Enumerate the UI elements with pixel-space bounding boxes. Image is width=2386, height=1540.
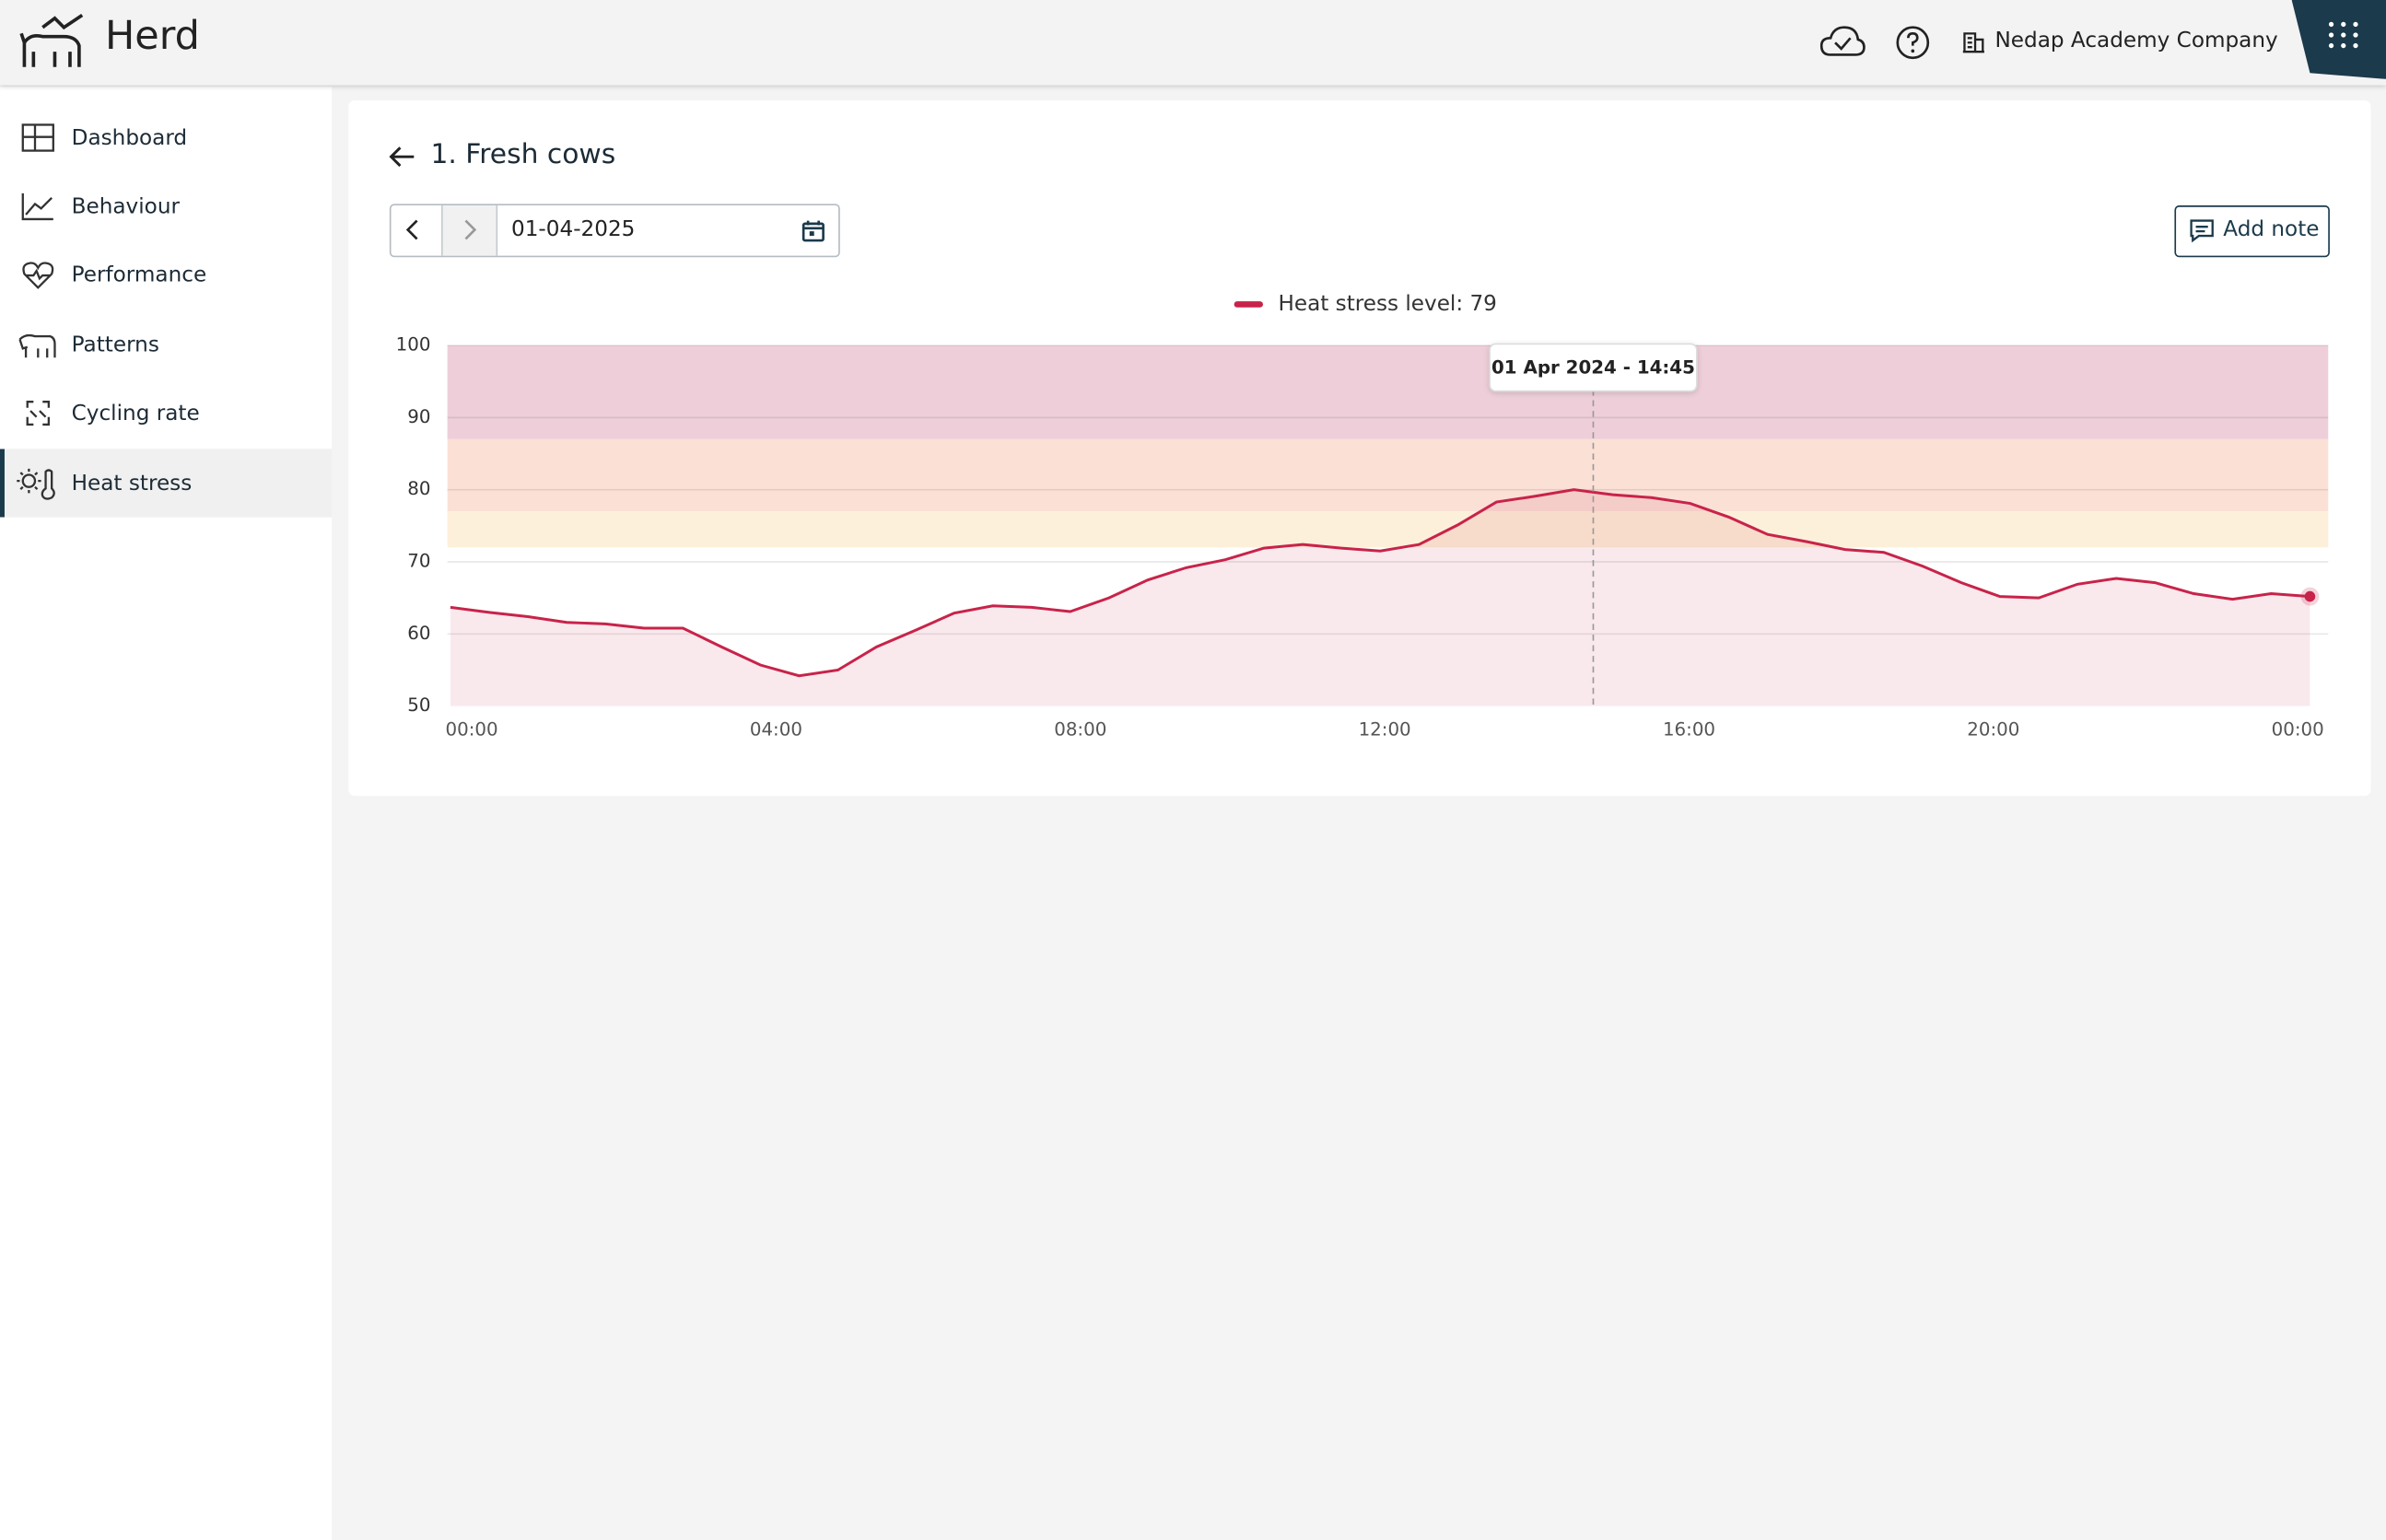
header: Herd Nedap Academy Company	[0, 0, 2386, 86]
app-name: Herd	[104, 13, 200, 60]
help-icon[interactable]	[1894, 24, 1931, 61]
date-input[interactable]: 01-04-2025	[511, 217, 636, 242]
nav-icon	[22, 261, 54, 289]
company-name[interactable]: Nedap Academy Company	[1994, 29, 2278, 53]
nav-label: Behaviour	[71, 193, 180, 219]
nav-icon	[21, 192, 53, 220]
next-day-button[interactable]	[441, 205, 498, 256]
prev-day-button[interactable]	[402, 217, 426, 241]
page-title: 1. Fresh cows	[430, 138, 616, 171]
next-icon	[464, 219, 477, 240]
nav-label: Heat stress	[71, 471, 193, 496]
company-icon	[1962, 32, 1984, 53]
nav-item[interactable]: Heat stress	[0, 449, 333, 518]
nav-item[interactable]: Cycling rate	[0, 379, 332, 447]
add-note-label: Add note	[2223, 217, 2320, 242]
note-icon	[2190, 219, 2214, 243]
sidebar: Dashboard Behaviour Performance Patterns…	[0, 87, 333, 1540]
nav-item[interactable]: Behaviour	[0, 172, 332, 240]
apps-menu[interactable]	[2291, 0, 2386, 79]
nav-icon	[26, 400, 51, 426]
back-arrow[interactable]	[387, 143, 417, 170]
nav-label: Performance	[71, 262, 207, 287]
nav-icon	[18, 333, 56, 357]
nav-icon	[21, 122, 54, 151]
nav-item[interactable]: Patterns	[0, 310, 332, 379]
calendar-icon[interactable]	[801, 219, 825, 242]
nav-item[interactable]: Dashboard	[0, 103, 332, 171]
nav-item[interactable]: Performance	[0, 240, 332, 309]
nav-icon	[17, 468, 55, 499]
logo-icon	[19, 14, 84, 67]
nav-label: Cycling rate	[71, 401, 200, 426]
nav-label: Patterns	[71, 332, 159, 357]
sync-icon[interactable]	[1819, 24, 1866, 61]
nav-label: Dashboard	[71, 125, 188, 150]
